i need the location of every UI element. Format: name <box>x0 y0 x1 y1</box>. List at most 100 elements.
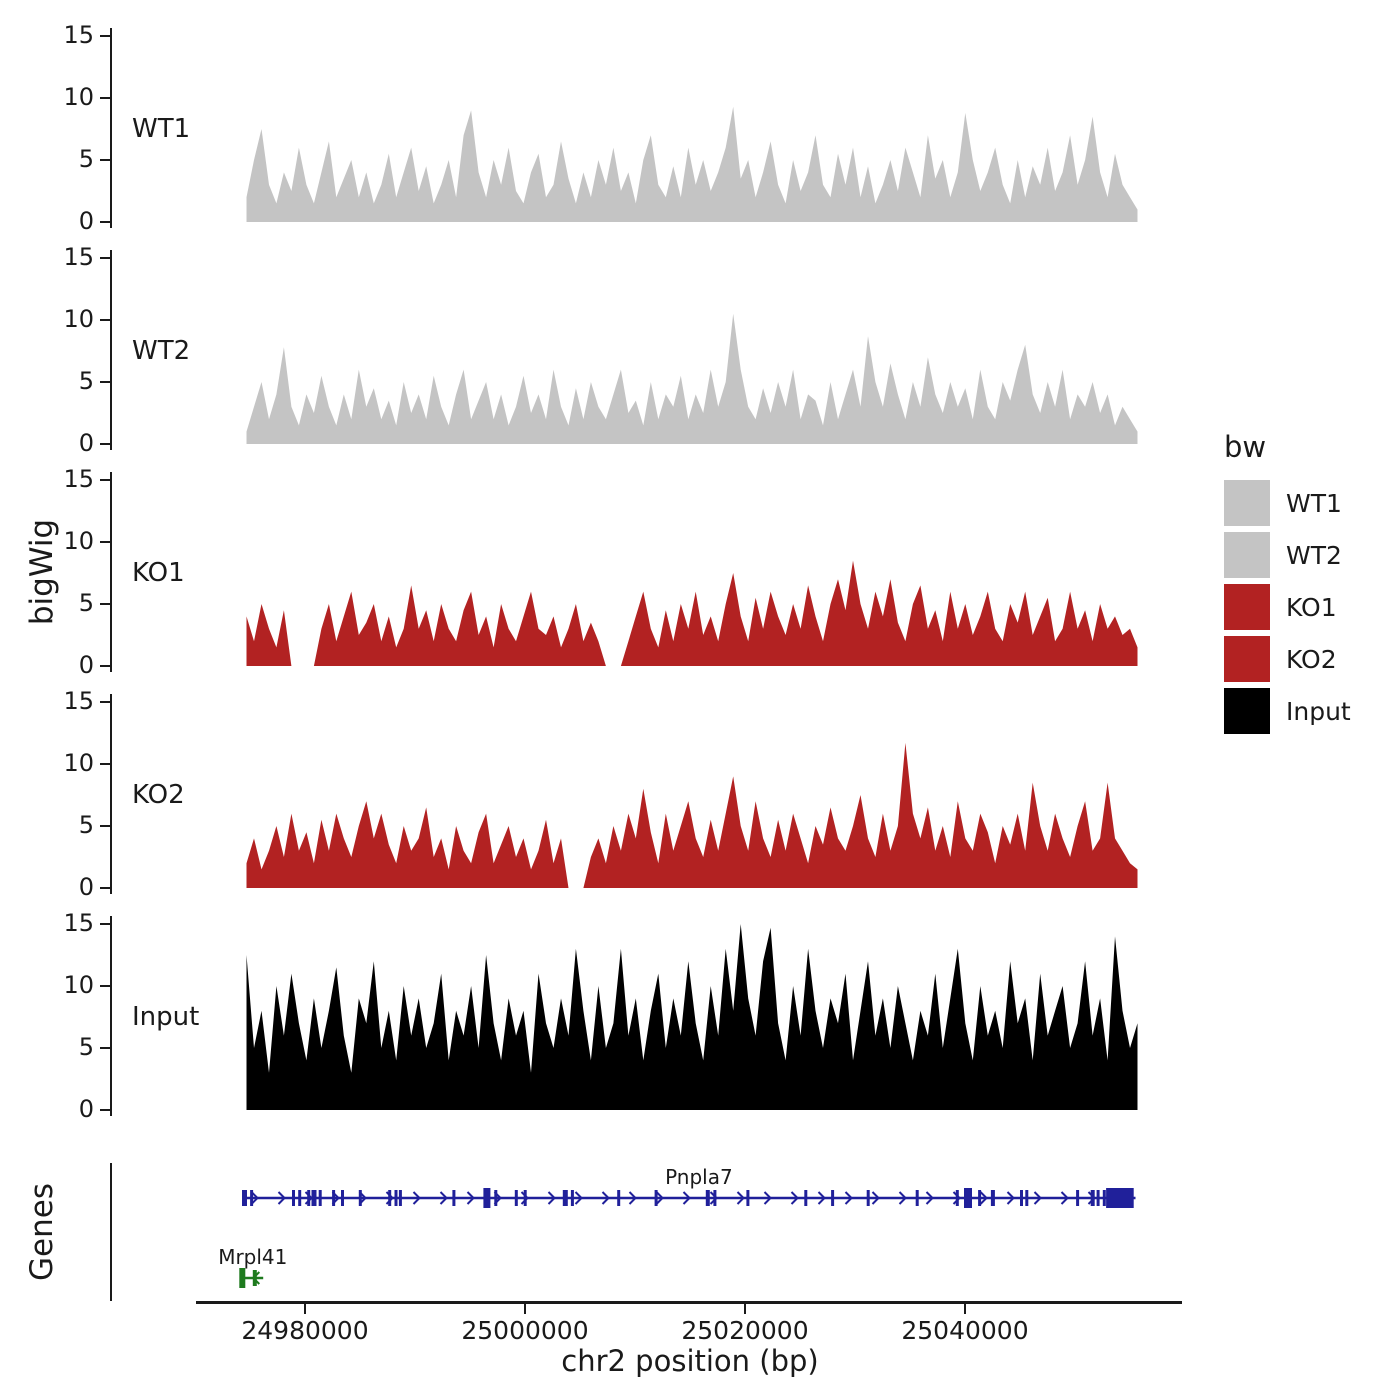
strand-arrow-icon <box>1033 1191 1042 1205</box>
strand-arrow-icon <box>412 1191 421 1205</box>
y-tick <box>100 985 110 987</box>
exon-Pnpla7 <box>394 1190 398 1206</box>
y-tick <box>100 479 110 481</box>
y-tick-label: 5 <box>78 367 94 395</box>
y-tick <box>100 1109 110 1111</box>
legend-entry-KO1: KO1 <box>1224 584 1351 630</box>
y-tick-label: 15 <box>63 465 94 493</box>
legend-swatch-KO1 <box>1224 584 1270 630</box>
x-axis-title: chr2 position (bp) <box>561 1344 819 1378</box>
track-label-WT1: WT1 <box>132 114 191 144</box>
exon-Pnpla7 <box>746 1190 750 1206</box>
y-tick-label: 5 <box>78 1033 94 1061</box>
y-tick-label: 0 <box>78 429 94 457</box>
y-tick-label: 5 <box>78 811 94 839</box>
gene-label-Pnpla7: Pnpla7 <box>665 1165 733 1189</box>
strand-arrow-icon <box>871 1191 880 1205</box>
signal-area-WT2 <box>246 313 1138 444</box>
x-tick-label: 25040000 <box>901 1316 1029 1345</box>
legend-entry-Input: Input <box>1224 688 1351 734</box>
gene-track: Pnpla7 Mrpl41 <box>112 1158 1180 1308</box>
signal-area-Input <box>246 924 1138 1110</box>
legend-entry-KO2: KO2 <box>1224 636 1351 682</box>
exon-Pnpla7 <box>1114 1188 1121 1208</box>
signal-panel-KO2: 15 10 5 0 KO2 <box>63 689 1187 899</box>
exon-Pnpla7 <box>1102 1190 1106 1206</box>
exon-Pnpla7 <box>452 1190 456 1206</box>
exon-Pnpla7 <box>705 1190 710 1206</box>
track-label-Input: Input <box>132 1002 200 1032</box>
y-tick-label: 10 <box>63 971 94 999</box>
exon-Pnpla7 <box>1119 1188 1128 1208</box>
y-tick <box>100 665 110 667</box>
exon-Pnpla7 <box>358 1190 362 1206</box>
strand-arrow-icon <box>628 1191 637 1205</box>
strand-arrow-icon <box>520 1191 529 1205</box>
y-tick-label: 0 <box>78 1095 94 1123</box>
exon-Pnpla7 <box>494 1190 498 1206</box>
strand-arrow-icon <box>952 1191 961 1205</box>
exon-Pnpla7 <box>311 1190 317 1206</box>
exon-Pnpla7 <box>298 1190 302 1206</box>
strand-arrow-icon <box>736 1191 745 1205</box>
y-tick <box>100 443 110 445</box>
exon-Pnpla7 <box>562 1190 568 1206</box>
exon-Pnpla7 <box>713 1190 717 1206</box>
y-tick-label: 15 <box>63 909 94 937</box>
y-tick <box>100 257 110 259</box>
y-tick-label: 0 <box>78 873 94 901</box>
exon-Pnpla7 <box>570 1190 574 1206</box>
exon-Pnpla7 <box>1025 1190 1029 1206</box>
strand-arrow-icon <box>682 1191 691 1205</box>
strand-arrow-icon <box>250 1191 259 1205</box>
legend-entry-WT1: WT1 <box>1224 480 1351 526</box>
strand-arrow-icon <box>817 1191 826 1205</box>
y-tick <box>100 701 110 703</box>
x-tick-label: 24980000 <box>241 1316 369 1345</box>
exon-Pnpla7 <box>398 1190 402 1206</box>
y-tick <box>100 1047 110 1049</box>
strand-arrow-icon <box>925 1191 934 1205</box>
x-tick <box>744 1304 746 1314</box>
y-tick-label: 10 <box>63 305 94 333</box>
strand-arrow-icon <box>574 1191 583 1205</box>
exon-Pnpla7 <box>307 1190 311 1206</box>
strand-arrow-icon <box>466 1191 475 1205</box>
signal-panel-KO1: 15 10 5 0 KO1 <box>63 467 1187 677</box>
signal-panel-WT2: 15 10 5 0 WT2 <box>63 245 1187 455</box>
exon-Pnpla7 <box>617 1190 621 1206</box>
exon-Pnpla7 <box>804 1190 808 1206</box>
gene-label-Mrpl41: Mrpl41 <box>218 1245 287 1269</box>
exon-Pnpla7 <box>292 1190 295 1206</box>
y-tick-label: 15 <box>63 21 94 49</box>
strand-arrow-icon <box>277 1191 286 1205</box>
track-label-WT2: WT2 <box>132 336 191 366</box>
exon-Pnpla7 <box>831 1190 835 1206</box>
exon-Pnpla7 <box>1126 1188 1134 1208</box>
strand-arrow-icon <box>547 1191 556 1205</box>
y-tick <box>100 923 110 925</box>
exon-Pnpla7 <box>332 1190 336 1206</box>
y-tick <box>100 381 110 383</box>
signal-area-WT1 <box>246 106 1138 222</box>
legend-label-WT1: WT1 <box>1286 488 1342 518</box>
exon-Pnpla7 <box>1076 1190 1080 1206</box>
strand-arrow-icon <box>439 1191 448 1205</box>
legend-title: bw <box>1224 430 1267 464</box>
x-tick-label: 25020000 <box>681 1316 809 1345</box>
legend-swatch-WT2 <box>1224 532 1270 578</box>
strand-arrow-icon <box>1060 1191 1069 1205</box>
legend-label-Input: Input <box>1286 696 1351 726</box>
exon-Pnpla7 <box>915 1190 919 1206</box>
exon-Pnpla7 <box>1106 1188 1116 1208</box>
exon-Pnpla7 <box>388 1190 392 1206</box>
strand-arrow-icon <box>790 1191 799 1205</box>
legend: bw WT1 WT2 KO1 KO2 Input <box>1224 430 1351 740</box>
signal-panel-WT1: 15 10 5 0 WT1 <box>63 23 1187 233</box>
strand-arrow-icon <box>763 1191 772 1205</box>
y-tick <box>100 97 110 99</box>
track-label-KO2: KO2 <box>132 780 185 810</box>
exon-Mrpl41 <box>252 1270 257 1286</box>
y-tick <box>100 221 110 223</box>
genes-axis-label: Genes <box>24 1183 60 1281</box>
